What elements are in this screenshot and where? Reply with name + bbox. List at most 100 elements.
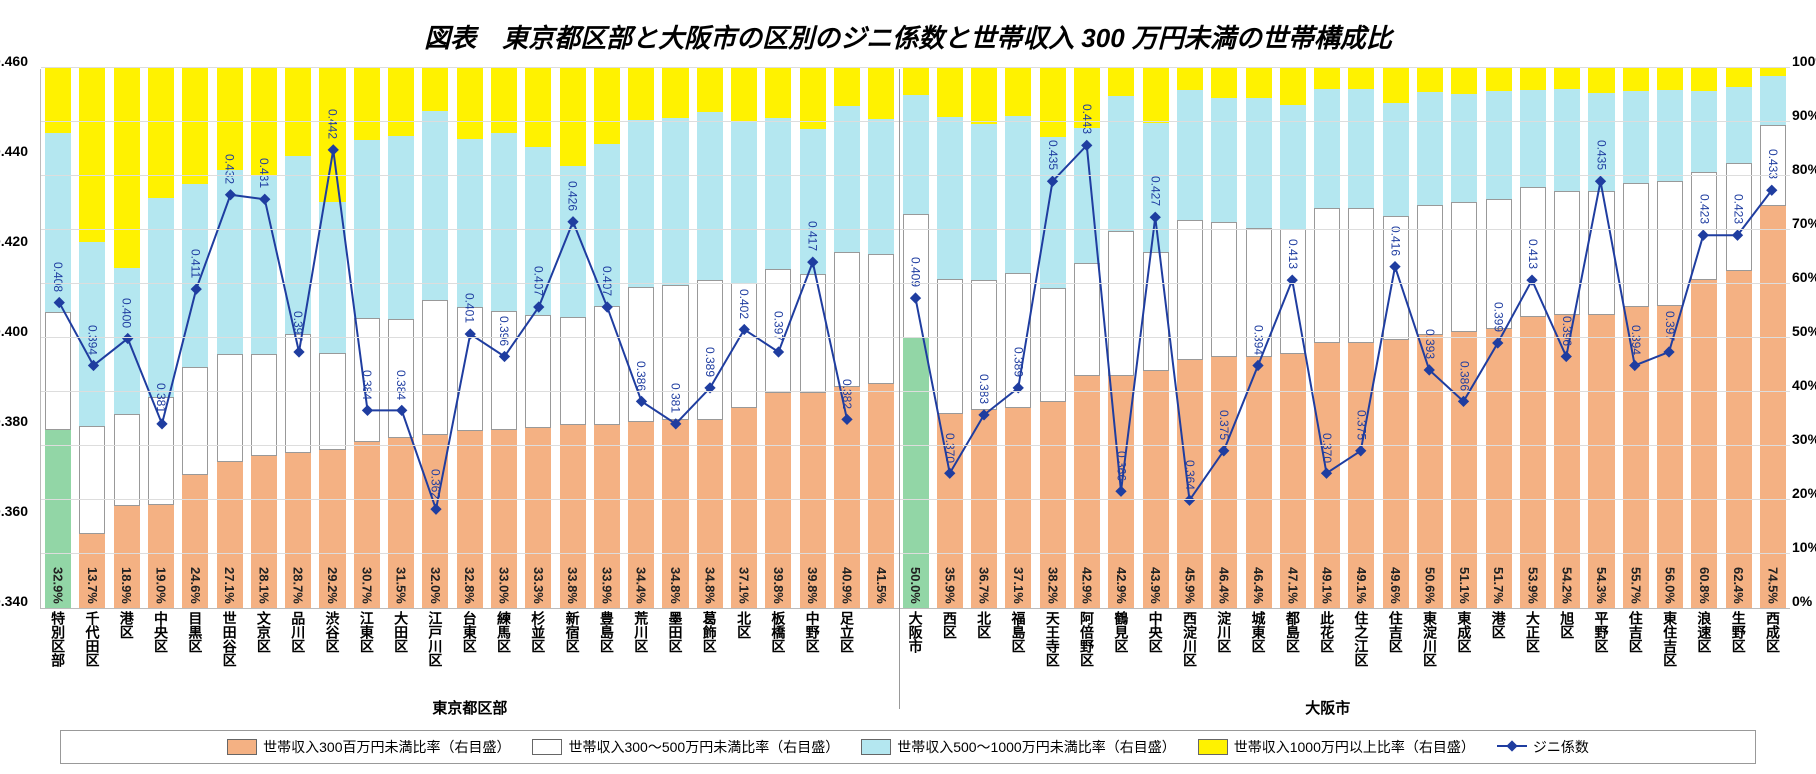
bar-stack xyxy=(319,68,345,608)
legend-item: 世帯収入500～1000万円未満比率（右目盛） xyxy=(861,737,1176,757)
bar-stack xyxy=(1486,68,1512,608)
bar-column: 47.1%都島区0.413 xyxy=(1276,69,1310,608)
bar-segment xyxy=(148,68,174,198)
bar-segment xyxy=(1726,68,1752,87)
bar-value-label: 38.2% xyxy=(1045,567,1060,604)
bar-column: 74.5%西成区0.433 xyxy=(1756,69,1790,608)
bar-column: 33.8%新宿区0.426 xyxy=(555,69,589,608)
bar-column: 39.8%板橋区0.397 xyxy=(761,69,795,608)
bar-value-label: 56.0% xyxy=(1663,567,1678,604)
y-right-tick: 90% xyxy=(1792,107,1816,123)
gini-value-label: 0.435 xyxy=(1595,140,1609,170)
bar-value-label: 33.0% xyxy=(497,567,512,604)
x-tick-label: 大阪市 xyxy=(906,611,926,653)
bar-stack xyxy=(560,68,586,608)
gridline xyxy=(41,553,1790,554)
bar-value-label: 49.6% xyxy=(1388,567,1403,604)
gini-value-label: 0.413 xyxy=(1286,239,1300,269)
bar-value-label: 41.5% xyxy=(874,567,889,604)
bar-stack xyxy=(251,68,277,608)
bar-segment xyxy=(731,68,757,121)
bar-value-label: 60.8% xyxy=(1697,567,1712,604)
bar-column: 49.1%住之江区0.375 xyxy=(1344,69,1378,608)
bar-column: 39.8%中野区0.417 xyxy=(796,69,830,608)
gini-value-label: 0.393 xyxy=(1423,329,1437,359)
bar-value-label: 32.8% xyxy=(462,567,477,604)
bar-segment xyxy=(937,68,963,117)
gini-value-label: 0.402 xyxy=(737,289,751,319)
bar-segment xyxy=(731,121,757,283)
bar-segment xyxy=(765,118,791,269)
bar-segment xyxy=(1246,98,1272,228)
bar-segment xyxy=(251,354,277,457)
gini-value-label: 0.375 xyxy=(1354,410,1368,440)
gini-value-label: 0.408 xyxy=(51,262,65,292)
bar-column: 34.8%墨田区0.381 xyxy=(658,69,692,608)
bar-column: 38.2%天王寺区0.435 xyxy=(1036,69,1070,608)
bar-segment xyxy=(1143,252,1169,371)
bar-column: 31.5%大田区0.384 xyxy=(384,69,418,608)
gini-value-label: 0.386 xyxy=(1457,361,1471,391)
bar-stack xyxy=(1005,68,1031,608)
bar-segment xyxy=(834,106,860,252)
bar-column: 32.9%特別区部0.408 xyxy=(41,69,75,608)
bar-segment xyxy=(697,68,723,112)
x-tick-label: 西成区 xyxy=(1763,611,1783,653)
bar-value-label: 45.9% xyxy=(1182,567,1197,604)
bar-segment xyxy=(1691,172,1717,280)
gini-value-label: 0.384 xyxy=(394,370,408,400)
bar-segment xyxy=(1588,68,1614,93)
bar-segment xyxy=(1417,68,1443,92)
x-tick-label: 江東区 xyxy=(357,611,377,653)
legend-item: 世帯収入1000万円以上比率（右目盛） xyxy=(1198,737,1475,757)
bar-segment xyxy=(388,68,414,136)
y-axis-left: 0.3400.3600.3800.4000.4200.4400.460 xyxy=(0,69,28,609)
bar-value-label: 27.1% xyxy=(222,567,237,604)
y-right-tick: 30% xyxy=(1792,431,1816,447)
bar-value-label: 50.6% xyxy=(1423,567,1438,604)
bar-segment xyxy=(1280,68,1306,105)
bar-segment xyxy=(662,118,688,285)
x-tick-label: 住吉区 xyxy=(1386,611,1406,653)
bar-segment xyxy=(1451,94,1477,202)
gridline xyxy=(41,445,1790,446)
bar-segment xyxy=(1657,68,1683,90)
bar-segment xyxy=(1005,116,1031,273)
bar-segment xyxy=(1691,91,1717,172)
bar-stack xyxy=(937,68,963,608)
bar-stack xyxy=(868,68,894,608)
bar-segment xyxy=(182,68,208,184)
bar-stack xyxy=(1211,68,1237,608)
bar-value-label: 18.9% xyxy=(119,567,134,604)
gridline xyxy=(41,499,1790,500)
bar-stack xyxy=(1280,68,1306,608)
gridline xyxy=(41,175,1790,176)
legend-label: 世帯収入300～500万円未満比率（右目盛） xyxy=(568,737,839,757)
plot-area: 0.3400.3600.3800.4000.4200.4400.460 0%10… xyxy=(30,69,1790,609)
bar-stack xyxy=(114,68,140,608)
bar-segment xyxy=(79,426,105,534)
x-tick-label: 西区 xyxy=(940,611,960,639)
gini-value-label: 0.423 xyxy=(1732,194,1746,224)
x-tick-label: 都島区 xyxy=(1283,611,1303,653)
bar-column: 34.8%葛飾区0.389 xyxy=(693,69,727,608)
bar-value-label: 29.2% xyxy=(325,567,340,604)
bar-segment xyxy=(457,307,483,431)
bar-segment xyxy=(1314,89,1340,208)
legend-item: 世帯収入300百万円未満比率（右目盛） xyxy=(227,737,510,757)
bar-column: 32.8%台東区0.401 xyxy=(453,69,487,608)
bar-stack xyxy=(1074,68,1100,608)
bar-column: 28.1%文京区0.431 xyxy=(247,69,281,608)
x-tick-label: 千代田区 xyxy=(82,611,102,667)
x-tick-label: 福島区 xyxy=(1008,611,1028,653)
bar-segment xyxy=(491,133,517,311)
bar-segment xyxy=(1108,96,1134,231)
bar-column: 42.9%阿倍野区0.443 xyxy=(1070,69,1104,608)
x-tick-label: 荒川区 xyxy=(631,611,651,653)
bar-segment xyxy=(1486,68,1512,91)
bar-stack xyxy=(1108,68,1134,608)
x-tick-label: 板橋区 xyxy=(768,611,788,653)
bar-value-label: 37.1% xyxy=(737,567,752,604)
bar-segment xyxy=(457,139,483,306)
bar-segment xyxy=(628,120,654,287)
